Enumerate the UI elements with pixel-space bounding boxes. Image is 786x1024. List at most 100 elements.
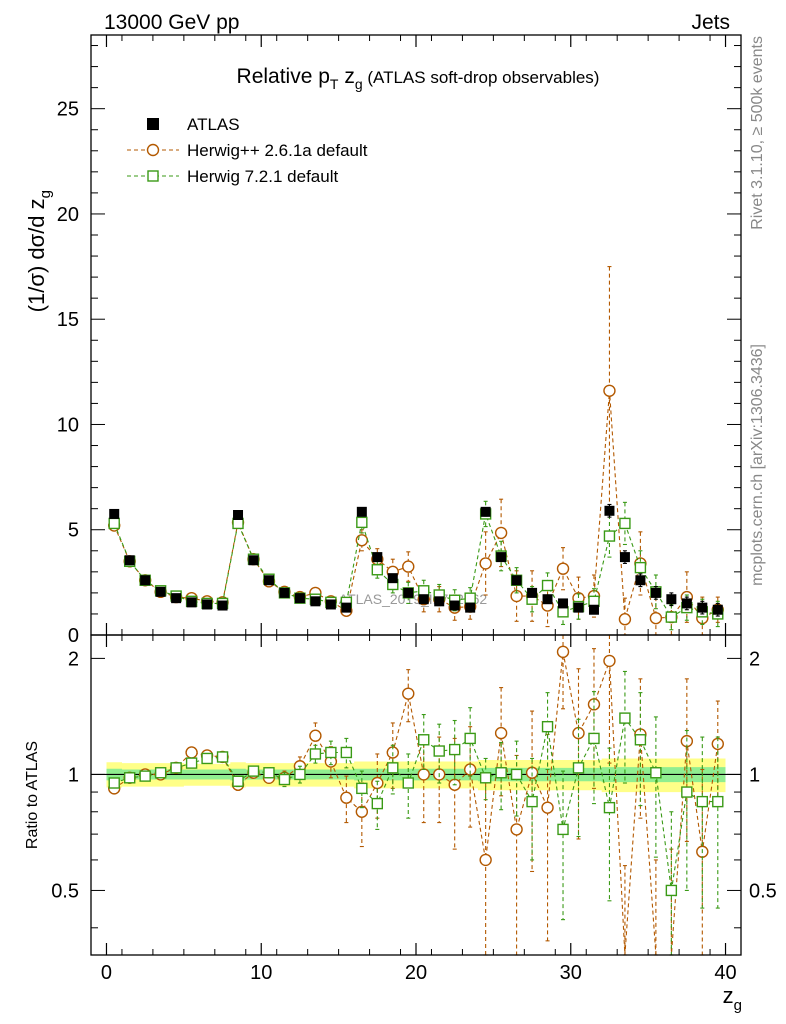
herwigpp-mc-point [649,611,663,625]
energy-label: 13000 GeV pp [104,11,239,34]
herwig7-ratio-point [650,767,662,779]
herwigpp-ratio-point [417,768,430,781]
atlas-data-point [604,505,615,516]
legend-label: Herwig++ 2.6.1a default [187,141,368,160]
main-y-axis-label: (1/σ) dσ/d zg [24,190,54,312]
atlas-data-point [434,596,445,607]
x-tick-label: 40 [714,962,736,984]
ratio-plot-frame [90,634,742,956]
legend: ATLAS Herwig++ 2.6.1a default Herwig 7.2.1… [127,115,368,186]
atlas-data-point [527,587,538,598]
atlas-data-point [124,555,135,566]
herwig7-ratio-point [681,786,693,798]
herwig7-ratio-point [433,745,445,757]
ratio-y-tick-label-left: 0.5 [51,880,79,902]
herwig7-ratio-point [495,767,507,779]
herwigpp-ratio-point [479,853,492,867]
herwigpp-mc-point [494,526,508,540]
axes: 0 10 20 30 40 0 5 10 15 20 25 0.5 0.5 1 1 2 2 [51,34,777,984]
herwig7-ratio-point [201,752,213,765]
atlas-data-point [697,602,708,613]
atlas-data-point [418,594,429,605]
herwigpp-mc-point [556,562,570,575]
main-y-tick-label: 5 [68,520,79,542]
herwigpp-mc-point [479,557,492,570]
x-tick-label: 30 [560,962,582,984]
herwig7-ratio-point [356,782,368,795]
herwig7-ratio-point [371,797,384,810]
main-y-tick-label: 10 [57,414,79,436]
herwigpp-mc-line [113,390,719,620]
herwigpp-ratio-point [494,726,508,740]
herwigpp-ratio-point [309,729,322,742]
herwig7-ratio-point [510,768,523,781]
herwig7-ratio-point [278,773,291,786]
main-plot-marks [108,266,724,636]
atlas-data-point [542,594,553,605]
atlas-data-point [449,600,460,611]
herwig7-ratio-point [603,801,616,814]
main-title: Relative pT zg (ATLAS soft-drop observab… [237,65,600,92]
atlas-data-point [341,602,352,613]
herwig7-ratio-point [139,770,151,782]
herwig7-ratio-point [170,762,182,774]
rivet-label: Rivet 3.1.10, ≥ 500k events [749,36,766,230]
atlas-data-point [666,594,677,605]
herwig7-ratio-point [712,795,724,808]
herwig7-ratio-point [696,795,709,808]
atlas-data-point [387,573,398,584]
herwigpp-ratio-point [510,823,523,836]
ratio-uncertainty-bands [106,758,726,793]
atlas-data-point [619,552,630,563]
herwig7-mc-point [665,611,678,623]
herwigpp-ratio-line [113,651,719,956]
x-tick-label: 10 [250,962,272,984]
atlas-data-point [681,598,692,609]
atlas-data-point [217,600,228,611]
atlas-data-point [480,506,491,517]
main-y-tick-label: 0 [68,625,79,647]
herwigpp-mc-point [618,613,632,626]
herwig7-ratio-line [114,716,718,891]
atlas-data-point [233,510,244,520]
herwigpp-ratio-point [556,645,570,659]
x-tick-label: 20 [405,962,427,984]
atlas-data-point [650,587,661,598]
herwigpp-ratio-point [541,801,554,814]
atlas-data-point [186,597,197,608]
atlas-data-point [248,555,259,566]
herwigpp-ratio-point [603,654,616,668]
herwig7-ratio-point [557,823,569,836]
atlas-data-point [372,552,383,563]
ratio-y-axis-label: Ratio to ATLAS [24,741,41,849]
mcplots-label: mcplots.cern.ch [arXiv:1306.3436] [749,344,766,586]
main-y-tick-label: 15 [57,309,79,331]
herwig7-ratio-point [588,732,600,745]
herwigpp-ratio-point [402,687,415,700]
herwig7-ratio-point [418,734,430,746]
herwig7-ratio-point [309,748,322,760]
atlas-data-point [588,604,599,615]
herwig7-ratio-point [387,762,399,774]
atlas-data-point [496,552,507,563]
herwig7-ratio-point [526,795,538,808]
atlas-data-point [202,599,213,610]
x-axis-label: zg [723,983,742,1014]
herwig7-ratio-point [665,884,678,897]
legend-marker-herwig7 [147,170,159,182]
herwig7-ratio-point [464,732,476,745]
legend-label: ATLAS [187,115,240,134]
atlas-data-point [558,598,569,609]
main-y-tick-label: 25 [57,99,79,121]
atlas-data-point [155,586,166,597]
herwig7-mc-point [371,564,384,576]
atlas-data-point [511,575,522,586]
herwigpp-mc-point [402,560,415,573]
ratio-y-tick-label-right: 0.5 [749,880,777,902]
herwig7-ratio-point [402,777,414,789]
herwig7-mc-point [464,592,476,604]
herwig7-mc-line [113,511,718,618]
atlas-data-point [403,587,414,598]
herwig7-ratio-point [154,767,167,779]
